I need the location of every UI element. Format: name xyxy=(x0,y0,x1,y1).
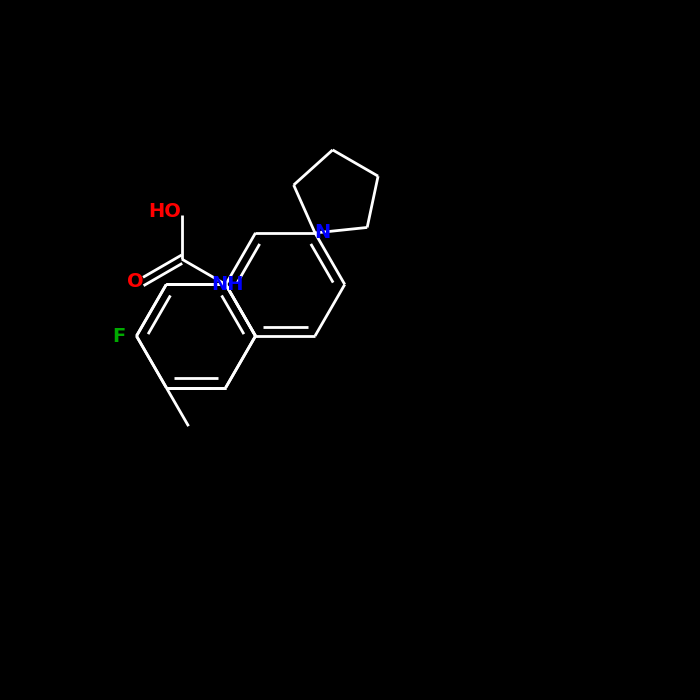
Text: HO: HO xyxy=(148,202,181,220)
Text: N: N xyxy=(314,223,330,242)
Text: O: O xyxy=(127,272,144,291)
Text: F: F xyxy=(113,326,125,346)
Text: NH: NH xyxy=(211,275,244,294)
